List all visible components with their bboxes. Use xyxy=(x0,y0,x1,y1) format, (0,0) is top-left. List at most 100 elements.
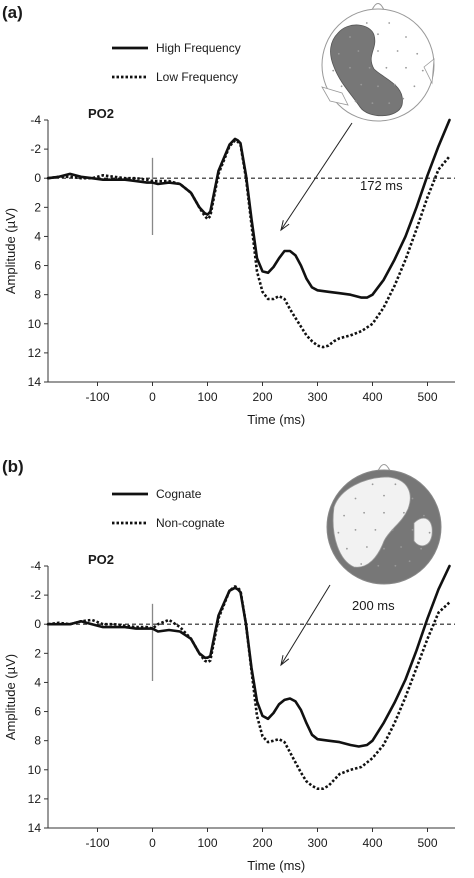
y-tick-label: 12 xyxy=(28,792,42,806)
electrode-dot xyxy=(368,66,371,69)
x-tick-label: 300 xyxy=(307,836,327,850)
legend: Cognate Non-cognate xyxy=(112,487,225,530)
x-tick-label: 300 xyxy=(307,390,327,404)
electrode-dot xyxy=(423,514,425,517)
electrode-dot xyxy=(383,547,385,550)
electrode-dot xyxy=(394,564,397,567)
electrode-dot xyxy=(365,22,368,24)
electrode-dot xyxy=(391,529,394,531)
electrode-dot xyxy=(349,36,351,38)
panel-label: (a) xyxy=(2,3,23,22)
latency-arrow-head xyxy=(280,655,290,667)
y-tick-label: 12 xyxy=(28,346,42,360)
electrode-dot xyxy=(394,483,397,486)
legend-label-dotted: Non-cognate xyxy=(156,516,225,530)
electrode-dot xyxy=(354,529,357,531)
topography-left-contour xyxy=(321,86,349,106)
series-line-dotted xyxy=(47,139,451,349)
electrode-dot xyxy=(388,22,391,24)
electrode-dot xyxy=(346,547,348,550)
electrode-dot xyxy=(354,497,357,500)
legend-label-dotted: Low Frequency xyxy=(156,70,238,84)
y-tick-label: 8 xyxy=(34,734,41,748)
x-tick-label: 100 xyxy=(197,836,217,850)
x-tick-label: 400 xyxy=(362,836,382,850)
legend-label-solid: Cognate xyxy=(156,487,202,501)
electrode-dot xyxy=(343,514,345,517)
electrode-dot xyxy=(403,511,405,514)
electrode-dot xyxy=(420,547,422,550)
head-nose-shape xyxy=(371,3,385,11)
chart-panel-b: (b) -4 -2 0 2 4 6 8 10 12 14 -100 0 100 200 300 400 500 Ti… xyxy=(2,457,455,873)
electrode-dot xyxy=(388,102,391,104)
scalp-topography-map xyxy=(321,3,435,122)
electrode-dot xyxy=(428,531,431,534)
electrode-dot xyxy=(377,50,379,52)
electrode-dot xyxy=(383,511,385,514)
electrode-dot xyxy=(337,52,340,55)
x-tick-label: 200 xyxy=(252,390,272,404)
topography-right-light-region xyxy=(413,517,433,547)
electrode-dot xyxy=(385,66,388,69)
electrode-dot xyxy=(366,546,368,548)
x-tick-label: 100 xyxy=(197,390,217,404)
electrode-dot xyxy=(396,50,399,52)
scalp-topography-map xyxy=(326,464,442,585)
latency-arrow-line xyxy=(280,122,353,231)
x-tick-label: 200 xyxy=(252,836,272,850)
electrode-dot xyxy=(357,50,360,52)
y-tick-label: 2 xyxy=(34,200,41,214)
y-tick-label: 8 xyxy=(34,288,41,302)
electrode-dot xyxy=(393,83,396,86)
x-tick-label: 400 xyxy=(362,390,382,404)
electrode-dot xyxy=(377,564,380,567)
y-tick-label: 4 xyxy=(34,229,41,243)
y-tick-label: 14 xyxy=(28,375,42,389)
electrode-dot xyxy=(377,85,379,88)
topography-right-contour xyxy=(423,58,435,85)
electrode-dot xyxy=(349,66,351,69)
electrode-dot xyxy=(413,85,416,88)
latency-annotation: 200 ms xyxy=(352,598,395,613)
latency-arrow-head xyxy=(280,220,290,232)
chart-title: PO2 xyxy=(88,106,114,121)
x-tick-label: -100 xyxy=(85,390,109,404)
y-axis-label: Amplitude (µV) xyxy=(3,208,18,294)
electrode-dot xyxy=(408,560,411,563)
y-axis-label: Amplitude (µV) xyxy=(3,654,18,740)
y-tick-label: 6 xyxy=(34,705,41,719)
y-tick-label: 10 xyxy=(28,317,42,331)
x-tick-label: -100 xyxy=(85,836,109,850)
electrode-dot xyxy=(411,529,414,531)
series-line-dotted xyxy=(47,585,451,790)
y-tick-label: 2 xyxy=(34,646,41,660)
y-tick-label: -4 xyxy=(30,559,41,573)
y-tick-label: 6 xyxy=(34,259,41,273)
x-tick-label: 0 xyxy=(149,390,156,404)
electrode-dot xyxy=(360,563,363,565)
topography-region-shape xyxy=(330,24,403,117)
electrode-dot xyxy=(363,511,365,514)
y-tick-label: 0 xyxy=(34,171,41,185)
electrode-dot xyxy=(354,100,357,103)
y-tick-label: -2 xyxy=(30,142,41,156)
x-axis-label: Time (ms) xyxy=(247,858,305,873)
legend-label-solid: High Frequency xyxy=(156,41,241,55)
electrode-dot xyxy=(377,33,379,36)
legend: High Frequency Low Frequency xyxy=(112,41,241,84)
latency-arrow-line xyxy=(280,584,331,666)
electrode-dot xyxy=(400,546,402,548)
electrode-dot xyxy=(332,69,335,72)
electrode-dot xyxy=(337,531,340,534)
y-tick-label: -2 xyxy=(30,588,41,602)
panel-label: (b) xyxy=(2,457,24,476)
topography-light-region xyxy=(332,476,411,568)
x-axis-label: Time (ms) xyxy=(247,412,305,427)
chart-panel-a: (a) -4 -2 0 2 4 6 8 10 12 14 -100 0 100 200 300 400 500 Ti… xyxy=(2,3,455,427)
latency-annotation: 172 ms xyxy=(360,178,403,193)
x-tick-label: 500 xyxy=(417,836,437,850)
series-line-solid xyxy=(46,118,451,299)
electrode-dot xyxy=(405,66,407,69)
